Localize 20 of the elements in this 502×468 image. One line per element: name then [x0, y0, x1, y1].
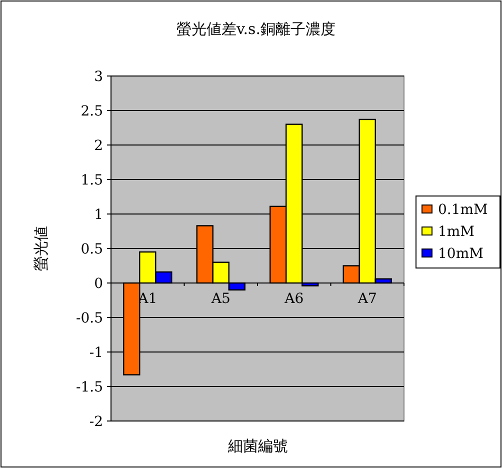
y-tick-label: 0.5: [80, 242, 103, 258]
x-tick-label: A7: [356, 291, 377, 307]
y-tick-label: 0: [94, 276, 103, 292]
y-tick-label: -2: [89, 414, 103, 430]
y-tick-label: 1.5: [80, 172, 103, 188]
y-tick-label: 3: [94, 69, 103, 85]
x-tick-label: A6: [284, 291, 304, 307]
x-tick-label: A5: [210, 291, 230, 307]
y-tick-label: -1.5: [76, 380, 103, 396]
legend-label: 10mM: [438, 246, 484, 262]
legend-label: 0.1mM: [438, 202, 488, 218]
y-tick-label: 2: [94, 138, 103, 154]
y-tick-label: 1: [94, 207, 103, 223]
legend-label: 1mM: [438, 224, 475, 240]
chart-title: 螢光値差v.s.銅離子濃度: [176, 20, 336, 38]
y-tick-label: -1: [89, 345, 103, 361]
y-tick-label: -0.5: [76, 310, 103, 326]
x-axis-title: 細菌編號: [227, 437, 288, 455]
y-axis-title: 螢光値: [32, 226, 50, 271]
y-tick-label: 2.5: [80, 104, 103, 120]
